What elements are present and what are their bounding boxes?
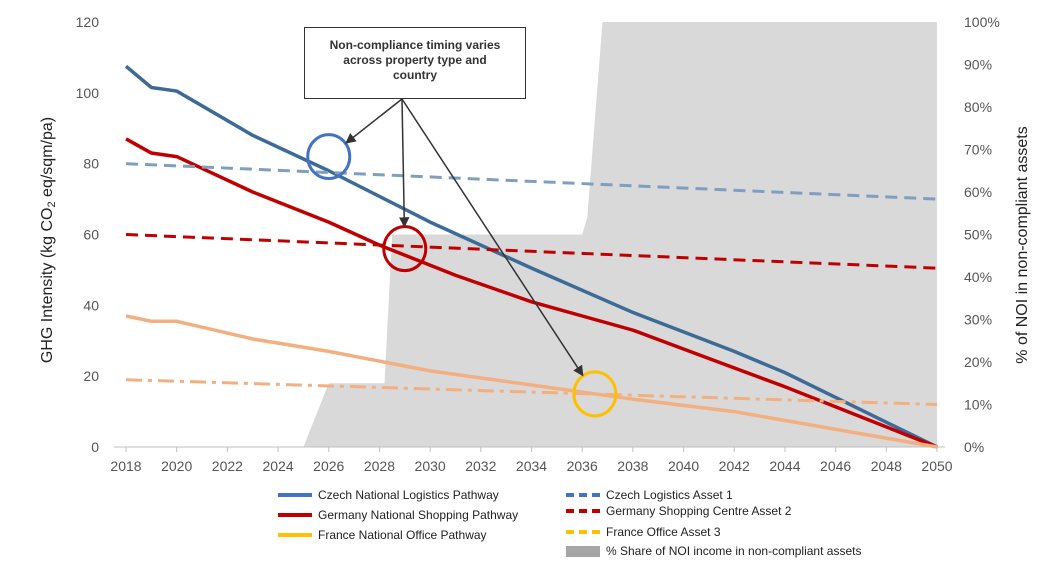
legend-item: Czech Logistics Asset 1 (566, 488, 733, 502)
y-left-tick-label: 0 (91, 439, 99, 455)
legend-swatch (278, 493, 312, 497)
legend-label: % Share of NOI income in non-compliant a… (606, 544, 862, 558)
legend-label: France Office Asset 3 (606, 525, 721, 539)
x-tick-label: 2038 (617, 458, 648, 474)
x-tick-label: 2020 (161, 458, 192, 474)
y-right-tick-label: 50% (964, 227, 992, 243)
annotation-line-3: country (392, 68, 437, 82)
legend-item: Czech National Logistics Pathway (278, 488, 499, 502)
y-right-tick-label: 100% (964, 14, 1000, 30)
y-left-tick-label: 20 (83, 368, 99, 384)
legend-label: Germany National Shopping Pathway (318, 508, 519, 522)
x-tick-label: 2048 (871, 458, 902, 474)
noi-share-area (303, 22, 937, 447)
y-right-tick-label: 30% (964, 312, 992, 328)
x-tick-label: 2028 (364, 458, 395, 474)
legend-swatch (566, 530, 600, 534)
x-tick-label: 2034 (516, 458, 547, 474)
x-tick-label: 2036 (567, 458, 598, 474)
series-line-germany-national-shopping-pathway (125, 137, 938, 449)
x-tick-label: 2050 (921, 458, 952, 474)
x-tick-label: 2044 (769, 458, 800, 474)
series-line-france-national-office-pathway (125, 314, 938, 449)
legend-item: % Share of NOI income in non-compliant a… (566, 544, 861, 558)
y-right-tick-label: 60% (964, 184, 992, 200)
y-left-tick-label: 60 (83, 227, 99, 243)
legend-swatch (278, 533, 312, 537)
legend-label: Germany Shopping Centre Asset 2 (606, 504, 792, 518)
y-right-tick-label: 70% (964, 142, 992, 158)
legend-swatch (278, 513, 312, 517)
legend-label: Czech Logistics Asset 1 (606, 488, 733, 502)
annotation-box: Non-compliance timing varies across prop… (304, 27, 526, 99)
y-left-tick-label: 80 (83, 156, 99, 172)
x-tick-label: 2024 (262, 458, 293, 474)
x-tick-label: 2040 (668, 458, 699, 474)
legend-label: Czech National Logistics Pathway (318, 488, 499, 502)
highlight-circle (572, 370, 618, 418)
x-tick-label: 2018 (110, 458, 141, 474)
x-tick-label: 2026 (313, 458, 344, 474)
y-right-tick-label: 40% (964, 269, 992, 285)
x-tick-label: 2042 (719, 458, 750, 474)
legend-swatch (566, 493, 600, 497)
legend-item: Germany Shopping Centre Asset 2 (566, 504, 791, 518)
y-left-tick-label: 100 (76, 85, 100, 101)
y-right-tick-label: 80% (964, 99, 992, 115)
legend-label: France National Office Pathway (318, 528, 487, 542)
y-left-tick-label: 40 (83, 297, 99, 313)
legend-item: Germany National Shopping Pathway (278, 508, 518, 522)
legend-swatch (566, 545, 600, 557)
y-left-title-part: GHG Intensity (kg CO (39, 208, 56, 364)
x-tick-label: 2046 (820, 458, 851, 474)
callout-arrow (401, 98, 584, 377)
y-left-axis-title: GHG Intensity (kg CO2 eq/sqm/pa) (39, 117, 58, 363)
legend-swatch (566, 509, 600, 513)
y-right-tick-label: 10% (964, 397, 992, 413)
annotation-line-2: across property type and (343, 53, 487, 67)
series-line-france-office-asset-3 (125, 378, 938, 406)
y-right-tick-label: 90% (964, 57, 992, 73)
legend-item: France Office Asset 3 (566, 525, 721, 539)
callout-arrow (345, 98, 403, 144)
y-left-title-part: eq/sqm/pa) (39, 117, 56, 201)
highlight-circle (306, 133, 352, 181)
x-tick-label: 2022 (212, 458, 243, 474)
x-tick-label: 2032 (465, 458, 496, 474)
y-right-tick-label: 20% (964, 354, 992, 370)
series-line-czech-logistics-asset-1 (125, 162, 938, 201)
series-line-czech-national-logistics-pathway (124, 64, 938, 449)
callout-arrow (398, 98, 410, 228)
x-tick-label: 2030 (415, 458, 446, 474)
y-right-axis-title: % of NOI in non-compliant assets (1014, 126, 1031, 363)
y-right-tick-label: 0% (964, 439, 984, 455)
y-left-tick-label: 120 (76, 14, 100, 30)
y-left-title-subscript: 2 (46, 201, 58, 207)
annotation-line-1: Non-compliance timing varies (329, 38, 501, 52)
series-line-germany-shopping-centre-asset-2 (125, 233, 938, 270)
legend-item: France National Office Pathway (278, 528, 487, 542)
